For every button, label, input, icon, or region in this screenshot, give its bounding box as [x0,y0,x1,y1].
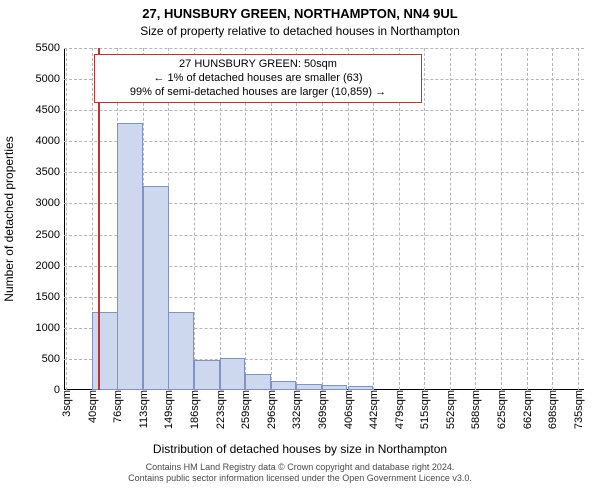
xtick-label: 296sqm [264,390,278,429]
xtick-label: 223sqm [213,390,227,429]
xtick-label: 479sqm [392,390,406,429]
annotation-line: 99% of semi-detached houses are larger (… [98,86,418,100]
histogram-bar [296,384,322,390]
xtick-label: 662sqm [520,390,534,429]
footer-line-2: Contains public sector information licen… [0,473,600,484]
gridline-v [578,48,579,390]
histogram-bar [92,312,118,390]
xtick-label: 3sqm [59,390,73,417]
histogram-bar [245,374,271,390]
gridline-v [450,48,451,390]
xtick-label: 40sqm [85,390,99,423]
x-axis-label: Distribution of detached houses by size … [153,442,447,456]
ytick-label: 4500 [36,104,64,116]
histogram-bar [322,385,348,390]
annotation-line: ← 1% of detached houses are smaller (63) [98,72,418,86]
xtick-label: 515sqm [417,390,431,429]
xtick-label: 552sqm [443,390,457,429]
xtick-label: 332sqm [289,390,303,429]
gridline-v [475,48,476,390]
footer-attribution: Contains HM Land Registry data © Crown c… [0,462,600,484]
xtick-label: 406sqm [341,390,355,429]
histogram-bar [348,386,374,390]
xtick-label: 369sqm [315,390,329,429]
histogram-bar [143,186,169,390]
ytick-label: 500 [42,353,64,365]
footer-line-1: Contains HM Land Registry data © Crown c… [0,462,600,473]
gridline-v [527,48,528,390]
y-axis-line [64,48,65,390]
histogram-bar [194,360,220,390]
chart-subtitle: Size of property relative to detached ho… [0,24,600,38]
gridline-v [501,48,502,390]
xtick-label: 113sqm [136,390,150,428]
ytick-label: 5500 [36,42,64,54]
xtick-label: 625sqm [494,390,508,429]
annotation-box: 27 HUNSBURY GREEN: 50sqm← 1% of detached… [94,54,422,103]
plot-area: 0500100015002000250030003500400045005000… [64,48,584,390]
ytick-label: 1000 [36,322,64,334]
xtick-label: 259sqm [238,390,252,429]
y-axis-label: Number of detached properties [2,136,16,301]
ytick-label: 4000 [36,135,64,147]
ytick-label: 2000 [36,260,64,272]
xtick-label: 76sqm [110,390,124,423]
histogram-bar [117,123,143,390]
xtick-label: 442sqm [366,390,380,429]
gridline-v [66,48,67,390]
ytick-label: 2500 [36,229,64,241]
histogram-chart: 27, HUNSBURY GREEN, NORTHAMPTON, NN4 9UL… [0,0,600,500]
xtick-label: 698sqm [545,390,559,429]
ytick-label: 1500 [36,291,64,303]
annotation-line: 27 HUNSBURY GREEN: 50sqm [98,58,418,72]
ytick-label: 3500 [36,166,64,178]
gridline-v [424,48,425,390]
xtick-label: 735sqm [571,390,585,429]
histogram-bar [220,358,246,390]
ytick-label: 5000 [36,73,64,85]
xtick-label: 186sqm [187,390,201,429]
ytick-label: 3000 [36,197,64,209]
chart-title: 27, HUNSBURY GREEN, NORTHAMPTON, NN4 9UL [0,6,600,21]
xtick-label: 588sqm [468,390,482,429]
gridline-v [552,48,553,390]
histogram-bar [168,312,194,390]
xtick-label: 149sqm [161,390,175,429]
histogram-bar [271,381,297,390]
